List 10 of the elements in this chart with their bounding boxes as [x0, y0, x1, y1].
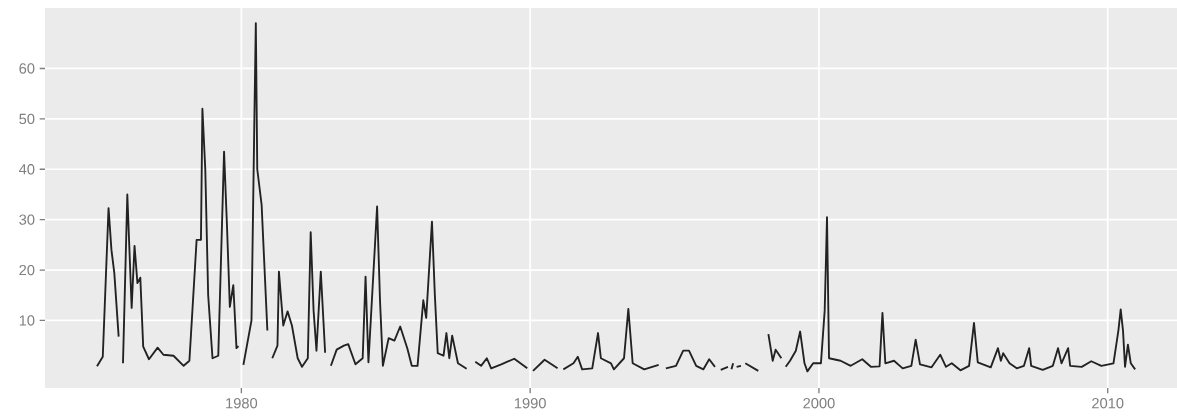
x-tick-label: 1990 [514, 398, 546, 409]
y-tick-label: 20 [19, 264, 35, 276]
y-tick-label: 40 [19, 164, 35, 175]
y-tick-label: 30 [19, 214, 35, 225]
y-tick-label: 60 [19, 63, 35, 74]
x-tick-label: 2000 [803, 398, 835, 409]
x-tick-label: 2010 [1092, 398, 1124, 409]
y-tick-label: 50 [19, 113, 35, 125]
x-tick-label: 1980 [226, 398, 258, 409]
y-tick-label: 10 [19, 315, 35, 326]
